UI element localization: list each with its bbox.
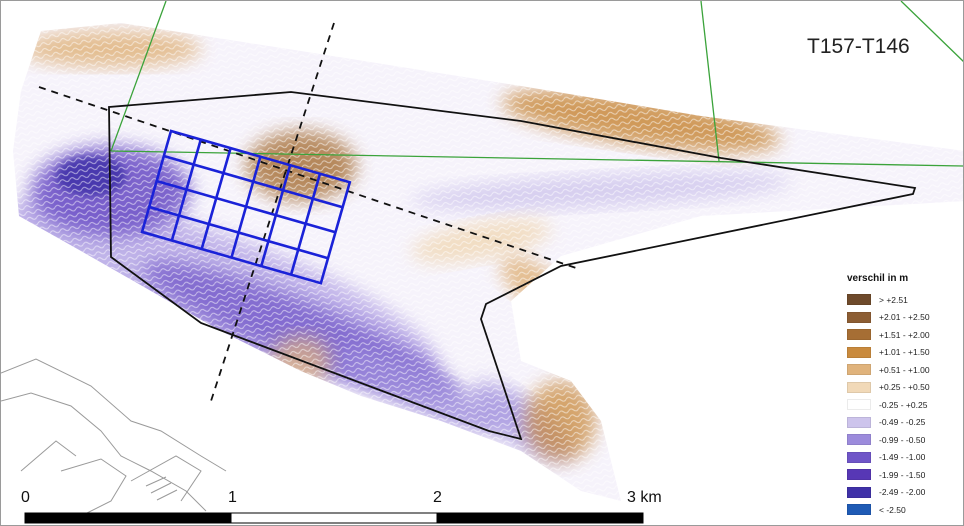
legend-item: -2.49 - -2.00 — [847, 484, 959, 502]
scale-label-1: 1 — [228, 489, 237, 506]
scale-label-2: 2 — [433, 489, 442, 506]
legend-label: -1.49 - -1.00 — [879, 452, 926, 463]
legend-item: -0.49 - -0.25 — [847, 414, 959, 432]
legend-label: +1.51 - +2.00 — [879, 329, 930, 340]
legend-label: -1.99 - -1.50 — [879, 469, 926, 480]
legend-item: -0.25 - +0.25 — [847, 396, 959, 414]
legend-item: > +2.51 — [847, 291, 959, 309]
scale-label-0: 0 — [21, 489, 30, 506]
scale-bar — [24, 512, 644, 524]
legend-label: > +2.51 — [879, 294, 908, 305]
legend-label: +0.25 - +0.50 — [879, 382, 930, 393]
legend-label: -0.49 - -0.25 — [879, 417, 926, 428]
legend-title: verschil in m — [847, 273, 909, 284]
legend-item: +0.25 - +0.50 — [847, 379, 959, 397]
legend-item: -0.99 - -0.50 — [847, 431, 959, 449]
legend-swatch — [847, 434, 871, 446]
legend-item: -1.99 - -1.50 — [847, 466, 959, 484]
legend-swatch — [847, 346, 871, 358]
legend-label: +0.51 - +1.00 — [879, 364, 930, 375]
legend-item: +2.01 - +2.50 — [847, 309, 959, 327]
legend-label: -0.25 - +0.25 — [879, 399, 928, 410]
legend-rows: > +2.51 +2.01 - +2.50 +1.51 - +2.00 +1.01 -… — [847, 291, 959, 519]
legend-item: -1.49 - -1.00 — [847, 449, 959, 467]
scale-label-3km: 3 km — [627, 489, 662, 506]
map-title: T157-T146 — [807, 35, 910, 58]
legend-label: -2.49 - -2.00 — [879, 487, 926, 498]
sampling-grid — [140, 129, 352, 285]
legend-swatch — [847, 364, 871, 376]
legend-swatch — [847, 504, 871, 516]
legend-swatch — [847, 469, 871, 481]
legend-label: -0.99 - -0.50 — [879, 434, 926, 445]
legend-item: +1.01 - +1.50 — [847, 344, 959, 362]
legend-swatch — [847, 311, 871, 323]
legend-item: < -2.50 — [847, 501, 959, 519]
legend-swatch — [847, 399, 871, 411]
study-area-outline — [108, 91, 917, 441]
legend-swatch — [847, 329, 871, 341]
legend-swatch — [847, 416, 871, 428]
legend-swatch — [847, 451, 871, 463]
land-outline — [1, 358, 227, 517]
legend-swatch — [847, 486, 871, 498]
transect-lines — [38, 22, 580, 402]
legend-item: +1.51 - +2.00 — [847, 326, 959, 344]
legend-label: +2.01 - +2.50 — [879, 312, 930, 323]
legend: verschil in m > +2.51 +2.01 - +2.50 +1.51 … — [847, 273, 959, 519]
legend-item: +0.51 - +1.00 — [847, 361, 959, 379]
legend-label: +1.01 - +1.50 — [879, 347, 930, 358]
legend-swatch — [847, 381, 871, 393]
legend-label: < -2.50 — [879, 504, 906, 515]
legend-swatch — [847, 294, 871, 306]
